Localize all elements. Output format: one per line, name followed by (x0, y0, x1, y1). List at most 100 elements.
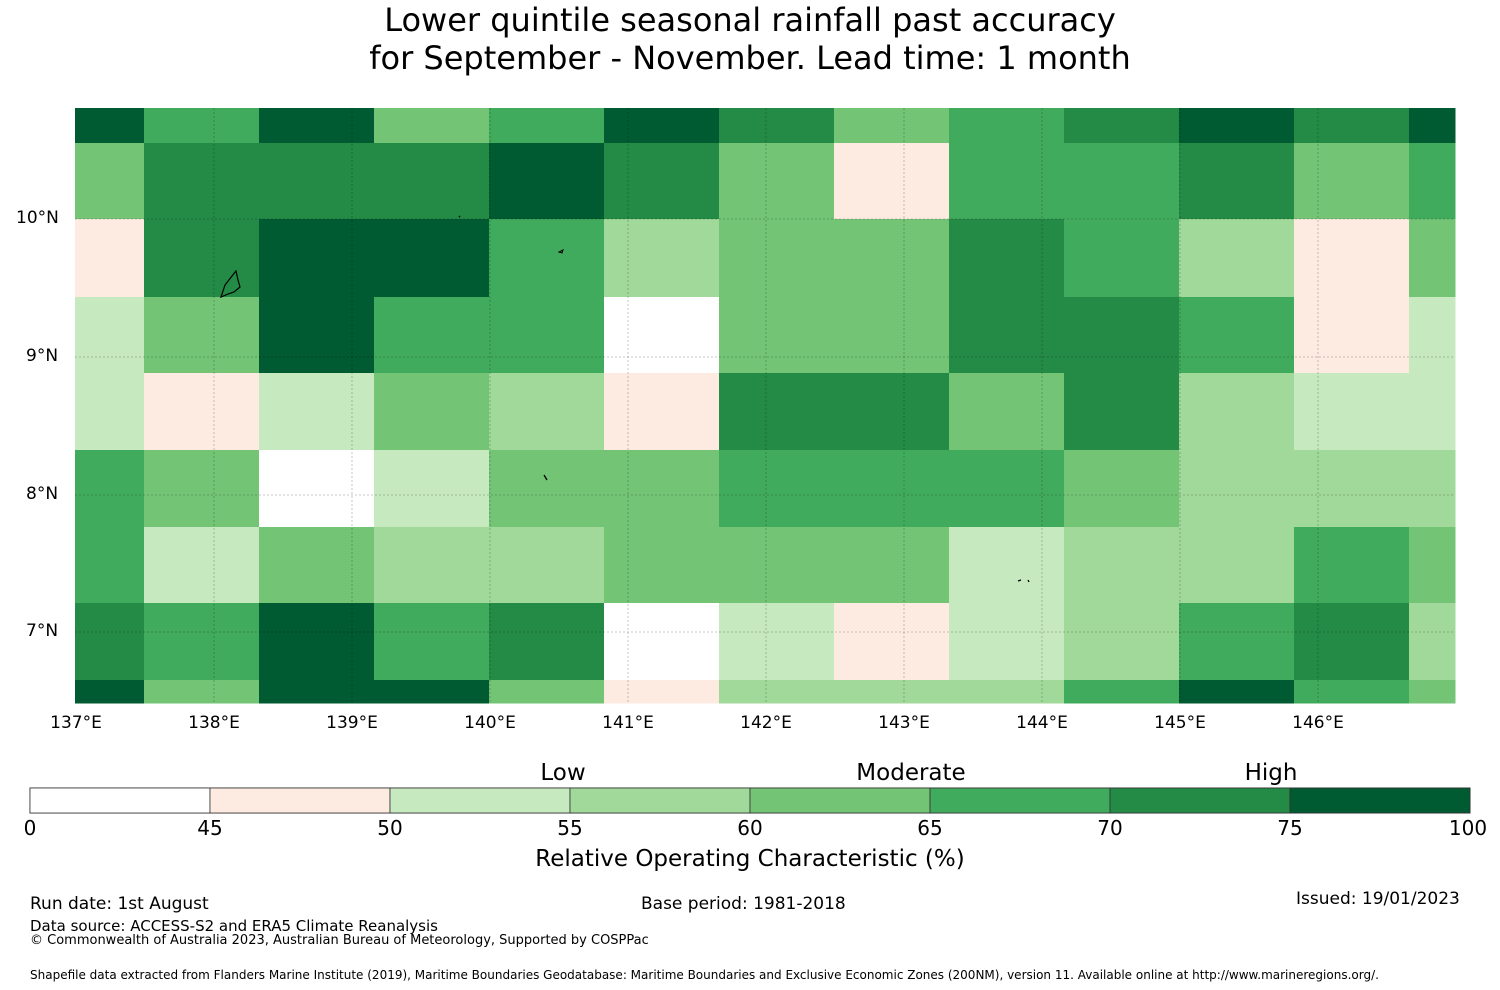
grid-cell (374, 373, 490, 451)
grid-cell (719, 450, 835, 528)
grid-cell (834, 680, 950, 704)
grid-cell (1064, 219, 1180, 298)
grid-cell (834, 219, 950, 298)
grid-cell (1409, 297, 1456, 374)
grid-cell (259, 219, 375, 298)
grid-cell (75, 143, 145, 220)
grid-cell (719, 527, 835, 604)
grid-cell (1294, 450, 1410, 528)
grid-cell (949, 143, 1065, 220)
grid-cell (604, 297, 720, 374)
grid-cell (489, 143, 605, 220)
base-period: Base period: 1981-2018 (641, 894, 846, 914)
grid-cell (75, 219, 145, 298)
grid-cell (259, 680, 375, 704)
grid-cell (144, 603, 260, 681)
grid-cell (489, 108, 605, 144)
grid-cell (374, 297, 490, 374)
grid-cell (604, 219, 720, 298)
grid-cell (374, 143, 490, 220)
island-outline (1017, 579, 1022, 582)
grid-cell (719, 373, 835, 451)
grid-cell (604, 373, 720, 451)
colorbar-segment (1289, 787, 1471, 814)
grid-cell (1409, 108, 1456, 144)
grid-cell (1294, 603, 1410, 681)
grid-cell (1179, 603, 1295, 681)
grid-cell (144, 450, 260, 528)
grid-cell (1064, 297, 1180, 374)
grid-cell (1179, 219, 1295, 298)
colorbar-segment (29, 787, 211, 814)
graticule (75, 108, 1455, 703)
lat-label-9n: 9°N (26, 346, 59, 366)
grid-cell (1294, 219, 1410, 298)
lon-label-145e: 145°E (1154, 713, 1206, 733)
grid-cell (1064, 603, 1180, 681)
grid-cell (489, 680, 605, 704)
grid-cell (834, 527, 950, 604)
grid-cell (1409, 680, 1456, 704)
colorbar-tick-50: 50 (377, 816, 403, 840)
grid-cell (719, 603, 835, 681)
grid-cell (144, 219, 260, 298)
grid-cell (75, 450, 145, 528)
colorbar-tick-60: 60 (737, 816, 763, 840)
lon-label-143e: 143°E (878, 713, 930, 733)
grid-cell (1294, 143, 1410, 220)
lon-label-146e: 146°E (1292, 713, 1344, 733)
grid-cell (1064, 143, 1180, 220)
grid-cell (259, 143, 375, 220)
grid-cell (144, 108, 260, 144)
grid-cell (1409, 219, 1456, 298)
category-label-moderate: Moderate (856, 760, 966, 786)
grid-cell (259, 450, 375, 528)
grid-cell (719, 297, 835, 374)
grid-cell (719, 108, 835, 144)
colorbar-segment (209, 787, 391, 814)
grid-cell (1179, 143, 1295, 220)
grid-cell (144, 527, 260, 604)
grid-cell (719, 219, 835, 298)
grid-cell (144, 680, 260, 704)
grid-cell (374, 108, 490, 144)
colorbar-tick-45: 45 (197, 816, 223, 840)
colorbar-segment (389, 787, 571, 814)
map-title-line1: Lower quintile seasonal rainfall past ac… (384, 1, 1116, 39)
grid-cells (75, 108, 1456, 704)
lon-label-144e: 144°E (1016, 713, 1068, 733)
grid-cell (144, 143, 260, 220)
grid-cell (75, 527, 145, 604)
grid-cell (949, 603, 1065, 681)
grid-cell (1179, 450, 1295, 528)
grid-cell (834, 603, 950, 681)
grid-cell (259, 603, 375, 681)
grid-cell (259, 108, 375, 144)
grid-cell (949, 680, 1065, 704)
grid-cell (949, 108, 1065, 144)
colorbar-segment (929, 787, 1111, 814)
colorbar-tick-0: 0 (23, 816, 37, 840)
grid-cell (1064, 680, 1180, 704)
grid-cell (1294, 373, 1410, 451)
island-outline (458, 215, 461, 218)
grid-cell (374, 680, 490, 704)
island-outlines (220, 215, 1030, 583)
island-outline (543, 474, 548, 481)
grid-cell (1179, 373, 1295, 451)
lat-label-7n: 7°N (26, 621, 59, 641)
grid-cell (1064, 373, 1180, 451)
grid-cell (834, 373, 950, 451)
grid-cell (374, 527, 490, 604)
data-source: Data source: ACCESS-S2 and ERA5 Climate … (30, 917, 438, 935)
lon-label-139e: 139°E (326, 713, 378, 733)
lat-label-10n: 10°N (16, 208, 59, 228)
grid-cell (834, 450, 950, 528)
grid-cell (1064, 450, 1180, 528)
grid-cell (604, 143, 720, 220)
grid-cell (1294, 527, 1410, 604)
grid-cell (75, 603, 145, 681)
category-label-high: High (1244, 760, 1298, 786)
issued-date: Issued: 19/01/2023 (1296, 889, 1460, 909)
